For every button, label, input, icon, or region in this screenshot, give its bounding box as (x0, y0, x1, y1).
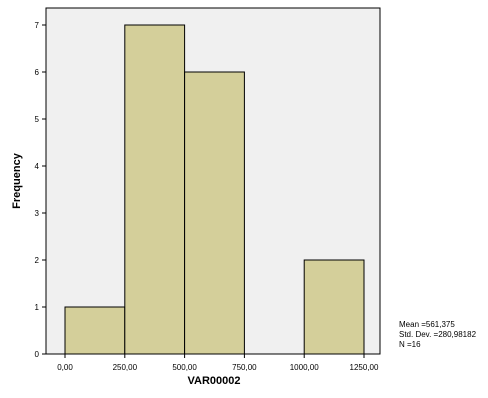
x-tick-label: 1000,00 (290, 363, 319, 372)
y-tick-label: 5 (35, 115, 40, 124)
stats-n: N =16 (399, 340, 421, 349)
y-tick-label: 1 (35, 303, 40, 312)
x-tick-label: 250,00 (113, 363, 138, 372)
histogram-bar (124, 24, 186, 355)
x-tick-label: 500,00 (172, 363, 197, 372)
y-axis: 0 1 2 3 4 5 6 7 (35, 21, 46, 359)
stats-box: Mean =561,375 Std. Dev. =280,98182 N =16 (399, 320, 476, 350)
bars-group (64, 24, 365, 355)
y-axis-title: Frequency (11, 152, 23, 209)
x-tick-label: 0,00 (57, 363, 73, 372)
stats-mean: Mean =561,375 (399, 320, 455, 329)
y-tick-label: 2 (35, 256, 40, 265)
x-tick-label: 1250,00 (350, 363, 379, 372)
x-axis-title: VAR00002 (188, 375, 241, 387)
y-tick-label: 7 (35, 21, 40, 30)
x-tick-label: 750,00 (232, 363, 257, 372)
histogram-bar (303, 259, 365, 355)
histogram-bar (184, 71, 245, 355)
y-tick-label: 0 (35, 350, 40, 359)
x-axis: 0,00 250,00 500,00 750,00 1000,00 1250,00 (57, 354, 379, 372)
y-tick-label: 3 (35, 209, 40, 218)
stats-std-dev: Std. Dev. =280,98182 (399, 330, 477, 339)
histogram-bar (64, 306, 126, 355)
y-tick-label: 6 (35, 68, 40, 77)
y-tick-label: 4 (35, 162, 40, 171)
